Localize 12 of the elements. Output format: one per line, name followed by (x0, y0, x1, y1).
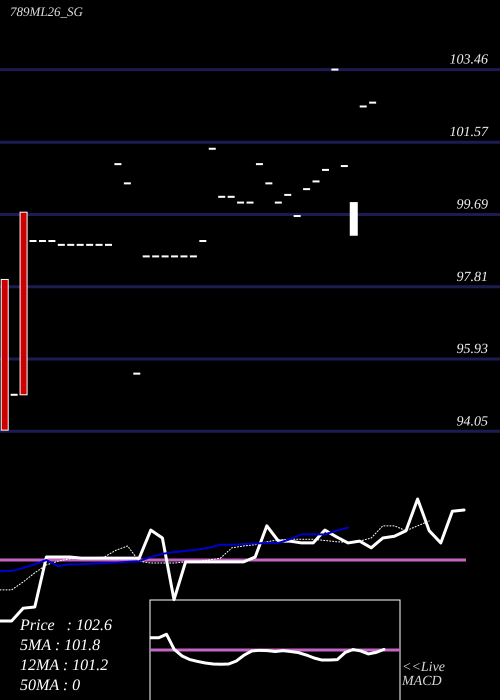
text: 12MA : 101.2 (20, 657, 108, 674)
text: 50MA : 0 (20, 677, 80, 694)
text: 5MA : 101.8 (20, 637, 100, 654)
y-tick-label: 94.05 (456, 414, 488, 430)
text: <<Live MACD (401, 660, 445, 689)
y-tick-label: 97.81 (456, 270, 488, 285)
annotation: Price : 102.6 (19, 617, 112, 634)
chart-title: 789ML26_SG (10, 4, 84, 19)
y-tick-label: 101.57 (450, 125, 489, 140)
y-tick-label: 95.93 (456, 342, 488, 358)
y-tick-label: 99.69 (456, 197, 488, 212)
y-tick-label: 103.46 (450, 52, 488, 68)
